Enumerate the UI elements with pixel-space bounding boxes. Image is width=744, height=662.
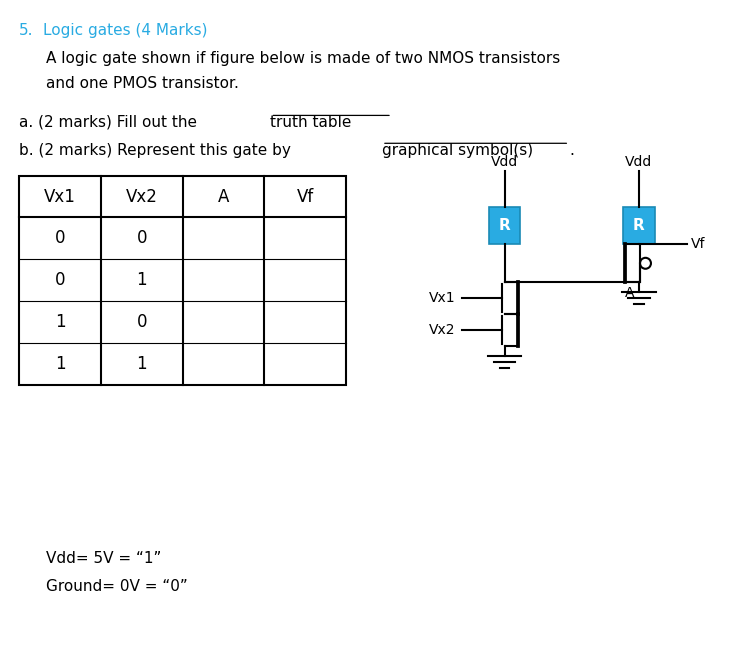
Text: 1: 1 (55, 355, 65, 373)
Text: 0: 0 (137, 313, 147, 331)
Text: b. (2 marks) Represent this gate by: b. (2 marks) Represent this gate by (19, 143, 296, 158)
Text: 0: 0 (137, 230, 147, 248)
Text: A: A (218, 187, 229, 206)
Text: Vx2: Vx2 (126, 187, 158, 206)
Text: Vx1: Vx1 (44, 187, 76, 206)
FancyBboxPatch shape (623, 207, 655, 244)
Text: a. (2 marks) Fill out the: a. (2 marks) Fill out the (19, 115, 202, 130)
Text: 1: 1 (137, 355, 147, 373)
Text: truth table: truth table (270, 115, 352, 130)
Text: A: A (624, 286, 634, 300)
Text: 0: 0 (55, 230, 65, 248)
Text: and one PMOS transistor.: and one PMOS transistor. (46, 76, 239, 91)
Bar (19, 175, 346, 385)
Text: 1: 1 (137, 271, 147, 289)
Text: Vdd: Vdd (491, 155, 518, 169)
Text: Vdd= 5V = “1”: Vdd= 5V = “1” (46, 551, 161, 566)
Text: Vx1: Vx1 (429, 291, 455, 305)
Text: Vf: Vf (691, 238, 705, 252)
Text: Vf: Vf (297, 187, 314, 206)
Text: Vx2: Vx2 (429, 323, 455, 337)
Text: R: R (498, 218, 510, 233)
Text: graphical symbol(s): graphical symbol(s) (382, 143, 533, 158)
Text: .: . (569, 143, 574, 158)
Text: Ground= 0V = “0”: Ground= 0V = “0” (46, 579, 188, 594)
FancyBboxPatch shape (489, 207, 521, 244)
Text: A logic gate shown if figure below is made of two NMOS transistors: A logic gate shown if figure below is ma… (46, 51, 560, 66)
Text: Logic gates (4 Marks): Logic gates (4 Marks) (43, 23, 208, 38)
Text: Vdd: Vdd (626, 155, 652, 169)
Text: 1: 1 (55, 313, 65, 331)
Text: R: R (633, 218, 645, 233)
Text: 5.: 5. (19, 23, 33, 38)
Text: 0: 0 (55, 271, 65, 289)
